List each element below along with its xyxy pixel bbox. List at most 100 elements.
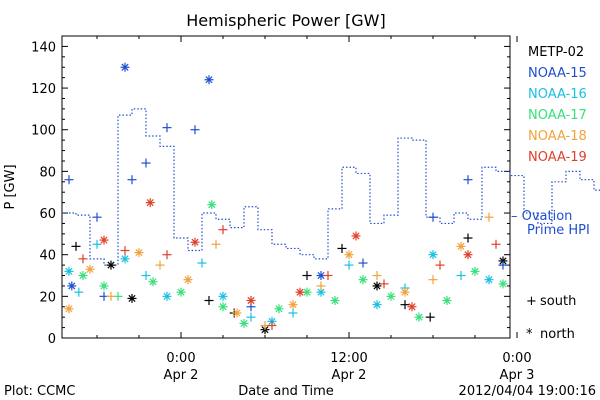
noaa-15-south-marker [64, 175, 74, 185]
noaa-19-north-marker [351, 231, 361, 241]
noaa-16-north-marker [120, 254, 130, 264]
noaa-18-south-marker [428, 275, 438, 285]
chart-title: Hemispheric Power [GW] [186, 11, 385, 30]
noaa-19-south-marker [218, 225, 228, 235]
noaa-15-south-marker [162, 123, 172, 133]
footer-plot-credit: Plot: CCMC [4, 384, 75, 399]
noaa-17-north-marker [274, 304, 284, 314]
metp-02-north-marker [127, 293, 137, 303]
x-axis-label: Date and Time [238, 384, 334, 399]
metp-02-north-marker [372, 281, 382, 291]
noaa-19-south-marker [435, 260, 445, 270]
legend-entry-noaa-18: NOAA-18 [528, 129, 587, 144]
noaa-18-north-marker [344, 250, 354, 260]
x-tick-date-label: Apr 3 [500, 368, 535, 383]
noaa-16-south-marker [246, 312, 256, 322]
noaa-16-north-marker [372, 300, 382, 310]
metp-02-south-marker [337, 243, 347, 253]
y-tick-label: 100 [31, 124, 56, 139]
noaa-16-north-marker [162, 291, 172, 301]
footer-timestamp: 2012/04/04 19:00:16 [459, 384, 596, 399]
noaa-18-north-marker [400, 287, 410, 297]
y-tick-label: 60 [39, 207, 56, 222]
noaa-18-south-marker [155, 260, 165, 270]
x-tick-time-label: 0:00 [166, 351, 195, 366]
marker-legend-label-north: north [540, 327, 575, 342]
noaa-18-north-marker [85, 264, 95, 274]
metp-02-south-marker [425, 312, 435, 322]
y-tick-label: 0 [48, 332, 56, 347]
x-tick-time-label: 0:00 [502, 351, 531, 366]
noaa-16-north-marker [64, 266, 74, 276]
x-tick-date-label: Apr 2 [332, 368, 367, 383]
noaa-19-south-marker [120, 246, 130, 256]
noaa-16-north-marker [484, 275, 494, 285]
legend-entry-noaa-17: NOAA-17 [528, 108, 587, 123]
metp-02-south-marker [400, 300, 410, 310]
noaa-15-south-marker [358, 258, 368, 268]
noaa-16-north-marker [218, 291, 228, 301]
noaa-17-north-marker [330, 296, 340, 306]
noaa-19-south-marker [379, 279, 389, 289]
noaa-17-north-marker [207, 200, 217, 210]
noaa-15-north-marker [120, 62, 130, 72]
noaa-15-south-marker [127, 175, 137, 185]
noaa-16-south-marker [141, 271, 151, 281]
noaa-15-south-marker [463, 175, 473, 185]
noaa-18-north-marker [232, 308, 242, 318]
marker-legend-label-south: south [540, 294, 576, 309]
plot-area-frame [61, 35, 511, 339]
noaa-18-south-marker [484, 212, 494, 222]
noaa-17-north-marker [386, 291, 396, 301]
noaa-15-north-marker [67, 281, 77, 291]
legend-entry-noaa-19: NOAA-19 [528, 150, 587, 165]
noaa-16-south-marker [92, 239, 102, 249]
noaa-17-north-marker [148, 277, 158, 287]
noaa-19-north-marker [190, 237, 200, 247]
noaa-15-south-marker [190, 125, 200, 135]
noaa-18-south-marker [211, 239, 221, 249]
noaa-19-south-marker [162, 250, 172, 260]
x-tick-date-label: Apr 2 [164, 368, 199, 383]
marker-legend-symbol-north: * [526, 327, 533, 342]
noaa-17-north-marker [239, 318, 249, 328]
noaa-19-north-marker [295, 287, 305, 297]
noaa-17-north-marker [442, 296, 452, 306]
noaa-17-north-marker [498, 279, 508, 289]
noaa-17-north-marker [176, 287, 186, 297]
noaa-17-north-marker [218, 302, 228, 312]
ovation-prime-hpi-line [62, 108, 600, 266]
noaa-19-north-marker [463, 250, 473, 260]
noaa-16-south-marker [456, 271, 466, 281]
metp-02-north-marker [106, 260, 116, 270]
noaa-19-north-marker [99, 235, 109, 245]
noaa-19-south-marker [323, 271, 333, 281]
marker-legend-symbol-south: + [526, 294, 537, 309]
noaa-17-north-marker [470, 266, 480, 276]
noaa-17-north-marker [78, 271, 88, 281]
metp-02-south-marker [463, 233, 473, 243]
noaa-18-north-marker [288, 300, 298, 310]
y-axis-label: P [GW] [3, 164, 18, 209]
noaa-19-north-marker [407, 302, 417, 312]
metp-02-south-marker [302, 271, 312, 281]
metp-02-south-marker [204, 296, 214, 306]
noaa-19-south-marker [78, 254, 88, 264]
x-tick-time-label: 12:00 [330, 351, 367, 366]
noaa-17-north-marker [99, 281, 109, 291]
noaa-17-north-marker [414, 312, 424, 322]
noaa-16-south-marker [288, 308, 298, 318]
noaa-18-north-marker [64, 304, 74, 314]
noaa-15-north-marker [204, 75, 214, 85]
legend-entry-noaa-15: NOAA-15 [528, 66, 587, 81]
noaa-19-north-marker [145, 198, 155, 208]
y-tick-label: 140 [31, 40, 56, 55]
noaa-18-north-marker [134, 248, 144, 258]
noaa-16-south-marker [344, 260, 354, 270]
metp-02-south-marker [71, 241, 81, 251]
y-tick-label: 40 [39, 249, 56, 264]
legend-ovation-line2: Prime HPI [527, 223, 590, 238]
y-tick-label: 80 [39, 165, 56, 180]
